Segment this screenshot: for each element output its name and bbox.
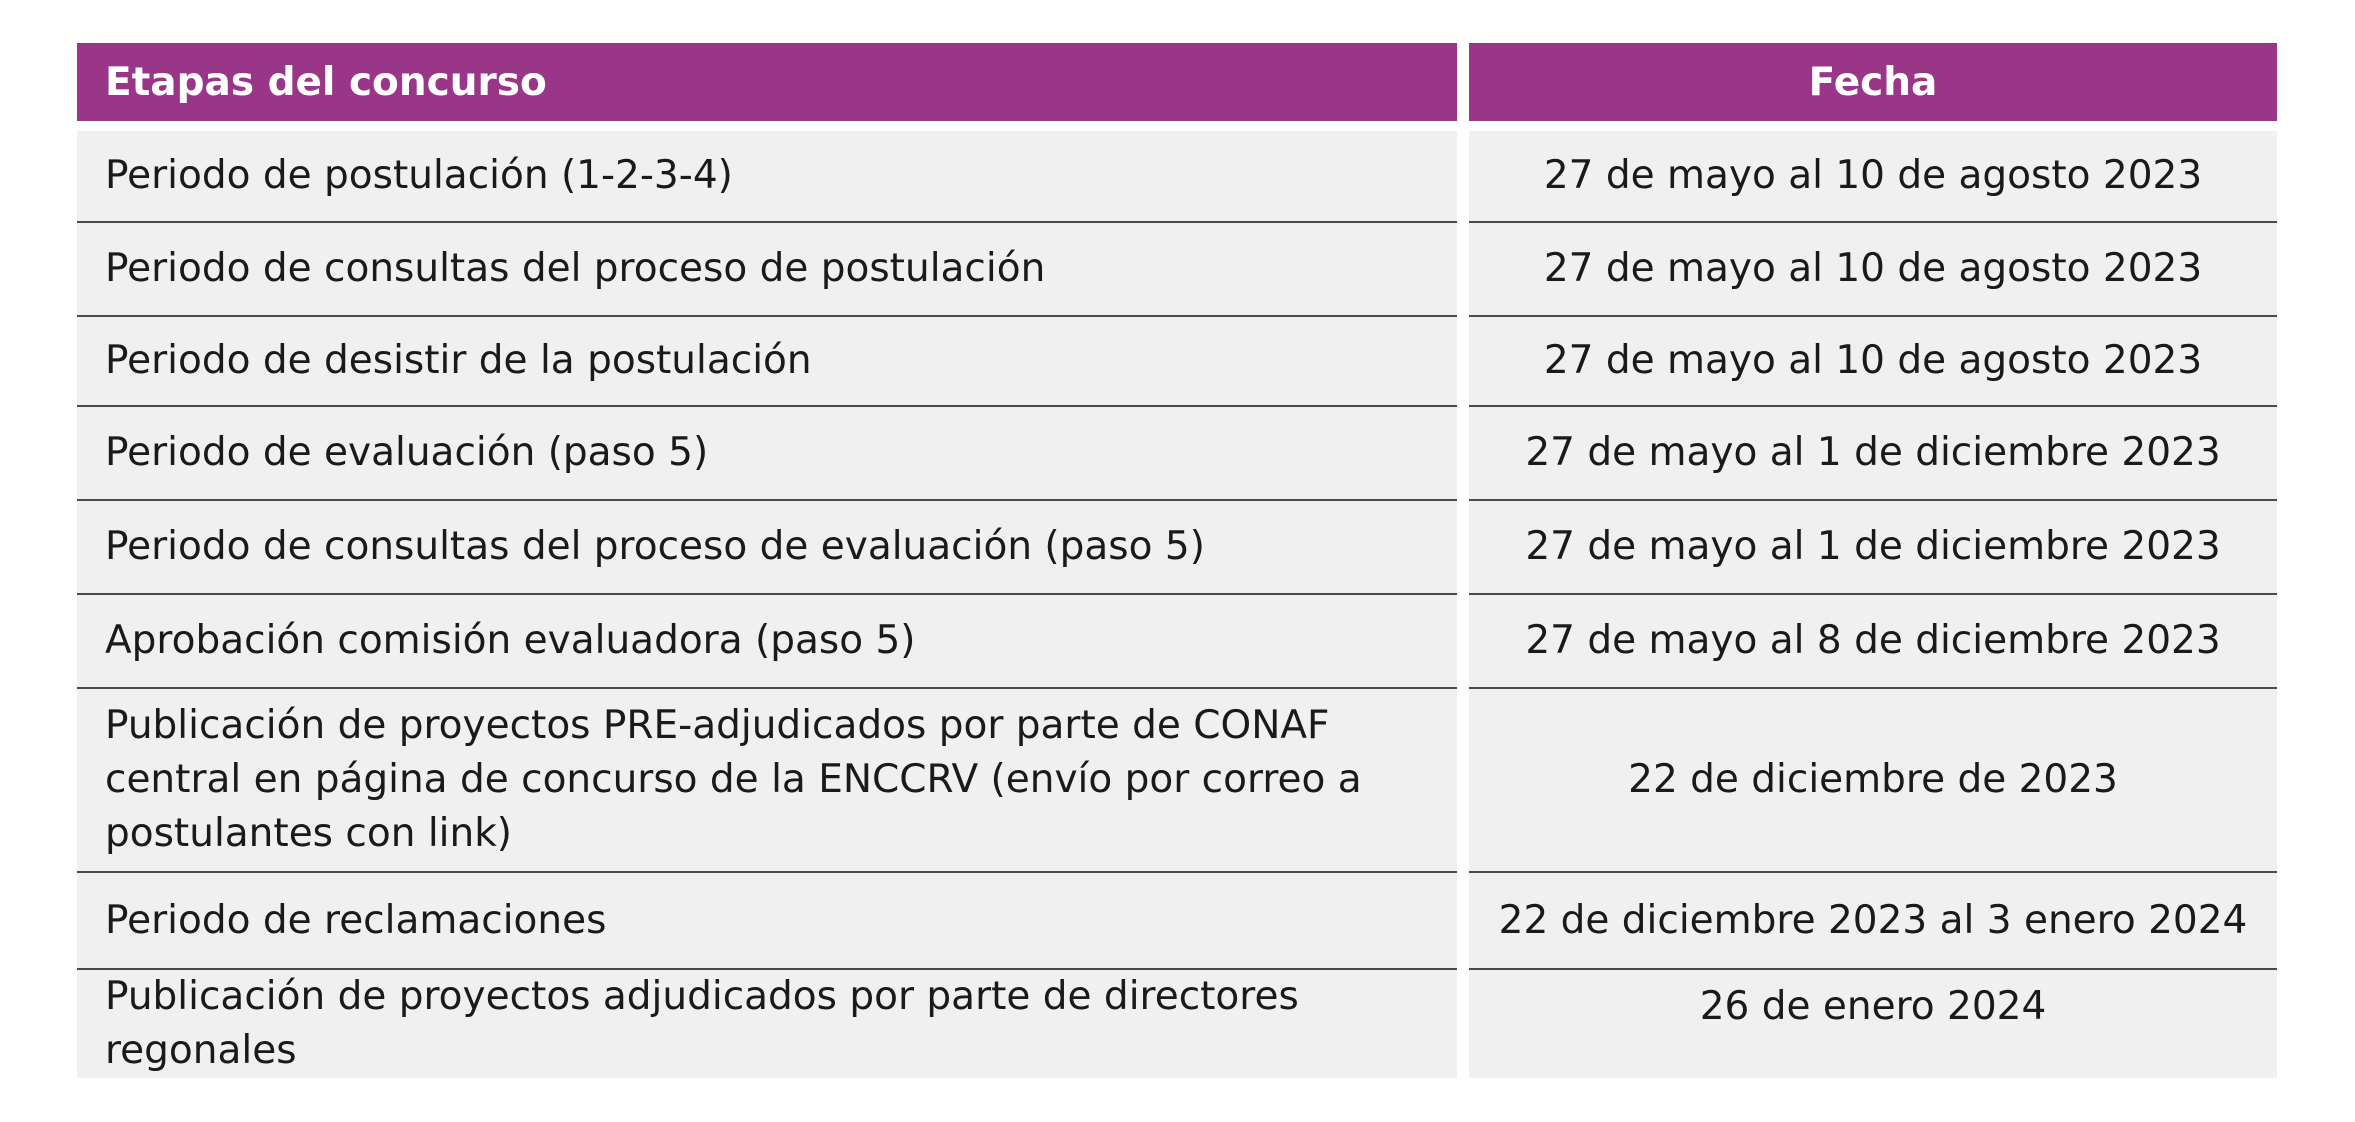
stage-cell: Periodo de evaluación (paso 5) bbox=[77, 407, 1457, 501]
stage-cell: Periodo de consultas del proceso de eval… bbox=[77, 501, 1457, 595]
date-cell: 27 de mayo al 10 de agosto 2023 bbox=[1469, 223, 2277, 317]
table-row: Aprobación comisión evaluadora (paso 5) … bbox=[77, 595, 2277, 689]
stage-cell: Periodo de postulación (1-2-3-4) bbox=[77, 131, 1457, 223]
table-row: Periodo de consultas del proceso de post… bbox=[77, 223, 2277, 317]
header-date: Fecha bbox=[1469, 43, 2277, 121]
date-cell: 27 de mayo al 1 de diciembre 2023 bbox=[1469, 501, 2277, 595]
date-cell: 26 de enero 2024 bbox=[1469, 970, 2277, 1078]
stage-cell: Periodo de desistir de la postulación bbox=[77, 317, 1457, 407]
date-cell: 22 de diciembre de 2023 bbox=[1469, 689, 2277, 873]
table-header-row: Etapas del concurso Fecha bbox=[77, 43, 2277, 121]
table-row: Periodo de evaluación (paso 5) 27 de may… bbox=[77, 407, 2277, 501]
date-cell: 27 de mayo al 10 de agosto 2023 bbox=[1469, 131, 2277, 223]
table-row: Publicación de proyectos PRE-adjudicados… bbox=[77, 689, 2277, 873]
table-row: Periodo de consultas del proceso de eval… bbox=[77, 501, 2277, 595]
stage-cell: Periodo de consultas del proceso de post… bbox=[77, 223, 1457, 317]
schedule-table: Etapas del concurso Fecha Periodo de pos… bbox=[77, 43, 2277, 1078]
date-cell: 22 de diciembre 2023 al 3 enero 2024 bbox=[1469, 873, 2277, 970]
date-cell: 27 de mayo al 8 de diciembre 2023 bbox=[1469, 595, 2277, 689]
table-row: Periodo de postulación (1-2-3-4) 27 de m… bbox=[77, 131, 2277, 223]
table-row: Periodo de desistir de la postulación 27… bbox=[77, 317, 2277, 407]
date-cell: 27 de mayo al 1 de diciembre 2023 bbox=[1469, 407, 2277, 501]
stage-cell: Publicación de proyectos adjudicados por… bbox=[77, 970, 1457, 1078]
header-stage: Etapas del concurso bbox=[77, 43, 1457, 121]
stage-cell: Publicación de proyectos PRE-adjudicados… bbox=[77, 689, 1457, 873]
table-row: Publicación de proyectos adjudicados por… bbox=[77, 970, 2277, 1078]
stage-cell: Aprobación comisión evaluadora (paso 5) bbox=[77, 595, 1457, 689]
stage-cell: Periodo de reclamaciones bbox=[77, 873, 1457, 970]
table-row: Periodo de reclamaciones 22 de diciembre… bbox=[77, 873, 2277, 970]
date-cell: 27 de mayo al 10 de agosto 2023 bbox=[1469, 317, 2277, 407]
